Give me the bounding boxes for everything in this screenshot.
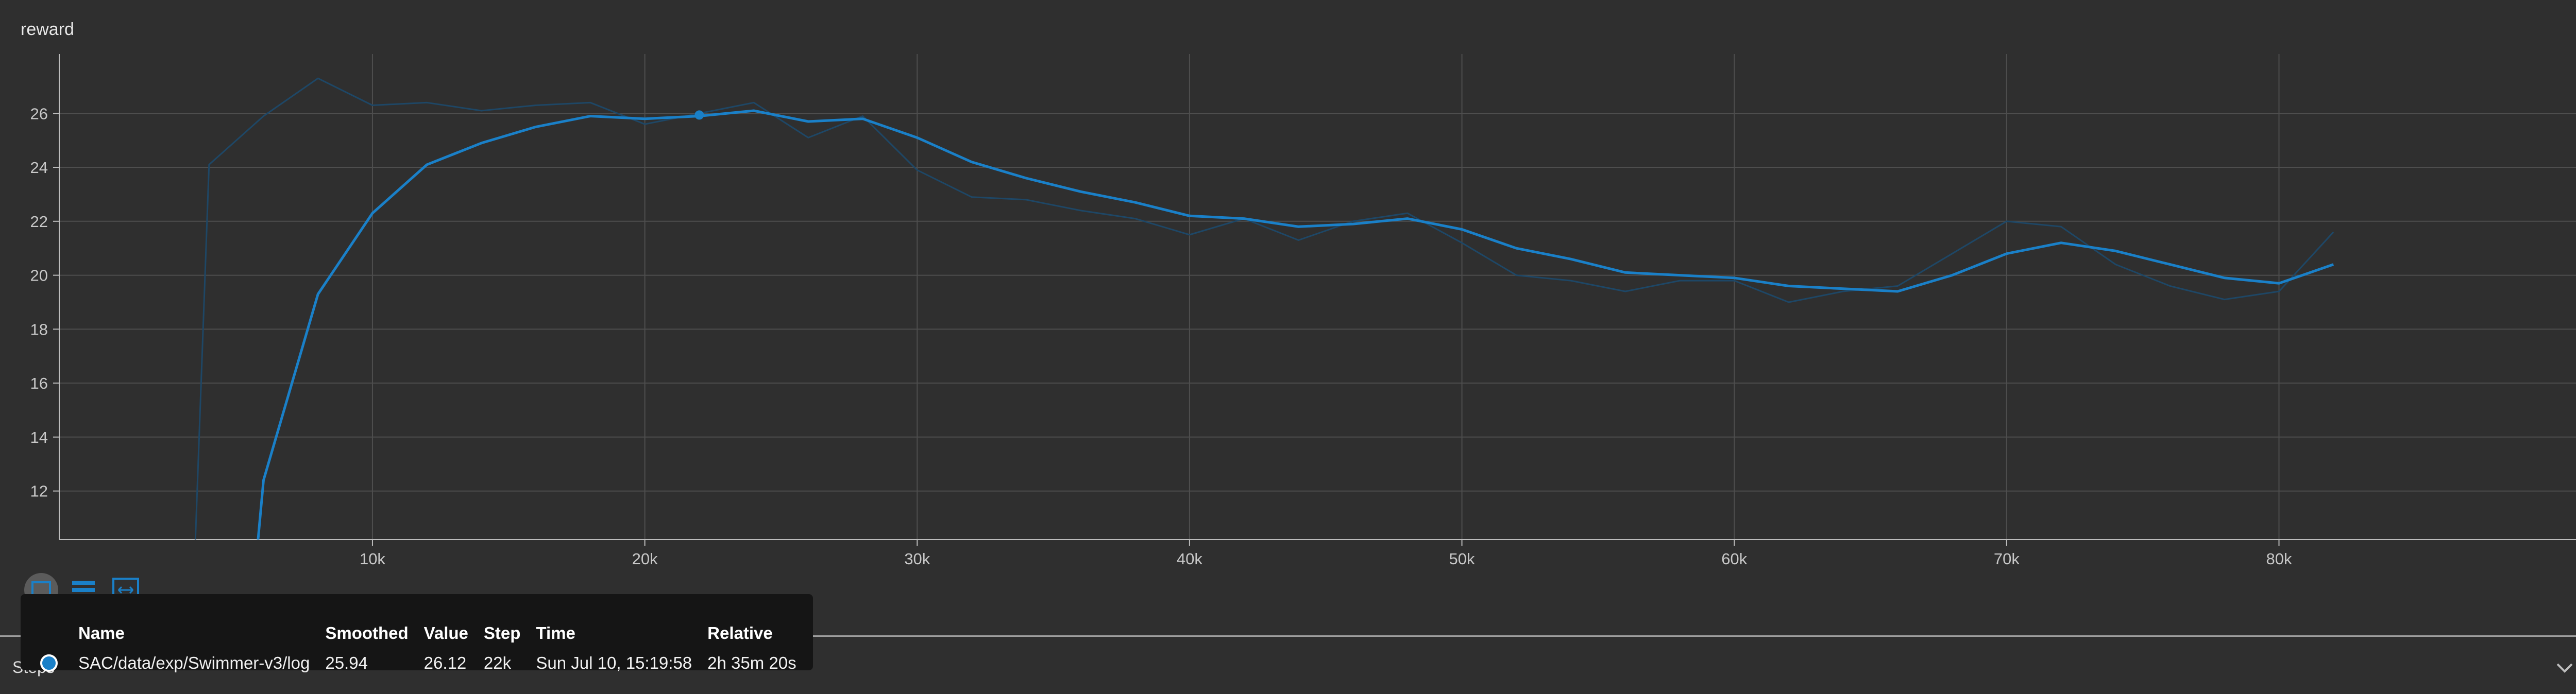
tooltip-relative: 2h 35m 20s (707, 653, 796, 672)
section-divider (0, 635, 2576, 637)
tooltip-header-relative: Relative (707, 623, 773, 643)
x-tick-label: 70k (1994, 550, 2020, 566)
tooltip-header-time: Time (536, 623, 575, 643)
tooltip-run-name: SAC/data/exp/Swimmer-v3/log (78, 653, 310, 672)
x-tick-label: 20k (632, 550, 658, 566)
tooltip-swatch-header (21, 619, 78, 648)
x-tick-label: 30k (904, 550, 930, 566)
chart-hover (694, 110, 704, 120)
reward-chart[interactable]: 10k 20k 30k 40k 50k 60k 70k 80k 12 14 16 18 20 22 24 26 (0, 0, 2576, 566)
x-tick-label: 10k (360, 550, 385, 566)
series-line-raw (194, 77, 2334, 540)
tooltip-data-row: SAC/data/exp/Swimmer-v3/log 25.94 26.12 … (21, 648, 812, 679)
chart-series (194, 77, 2334, 540)
y-tick-label: 22 (30, 213, 48, 231)
y-tick-label: 24 (30, 159, 48, 177)
chart-ticks: 10k 20k 30k 40k 50k 60k 70k 80k 12 14 16 18 20 22 24 26 (30, 105, 2292, 566)
series-line-smoothed (257, 109, 2334, 540)
tooltip-header-name: Name (78, 623, 125, 643)
x-tick-label: 50k (1449, 550, 1475, 566)
chevron-down-icon[interactable] (2549, 653, 2576, 684)
chart-title: reward (21, 20, 74, 39)
chart-grid (59, 54, 2576, 540)
tooltip-header-smoothed: Smoothed (325, 623, 409, 643)
tooltip-smoothed-value: 25.94 (325, 653, 368, 672)
y-tick-label: 16 (30, 374, 48, 392)
chart-axes (53, 54, 2576, 546)
y-tick-label: 12 (30, 482, 48, 500)
tooltip-header-step: Step (483, 623, 521, 643)
x-tick-label: 80k (2266, 550, 2292, 566)
tooltip-header-row: Name Smoothed Value Step Time Relative (21, 619, 812, 648)
tooltip-header-value: Value (423, 623, 468, 643)
hover-tooltip: Name Smoothed Value Step Time Relative S… (21, 594, 813, 672)
hover-point-marker (694, 110, 704, 120)
tooltip-swatch-cell (21, 648, 78, 679)
tooltip-step: 22k (483, 653, 512, 672)
tooltip-time: Sun Jul 10, 15:19:58 (536, 653, 692, 672)
y-tick-label: 14 (30, 428, 48, 446)
tooltip-raw-value: 26.12 (423, 653, 467, 672)
y-tick-label: 26 (30, 105, 48, 123)
x-tick-label: 60k (1721, 550, 1747, 566)
series-color-swatch (40, 654, 58, 672)
tooltip-table: Name Smoothed Value Step Time Relative S… (21, 619, 812, 679)
y-tick-label: 20 (30, 267, 48, 285)
x-tick-label: 40k (1177, 550, 1202, 566)
y-tick-label: 18 (30, 320, 48, 338)
